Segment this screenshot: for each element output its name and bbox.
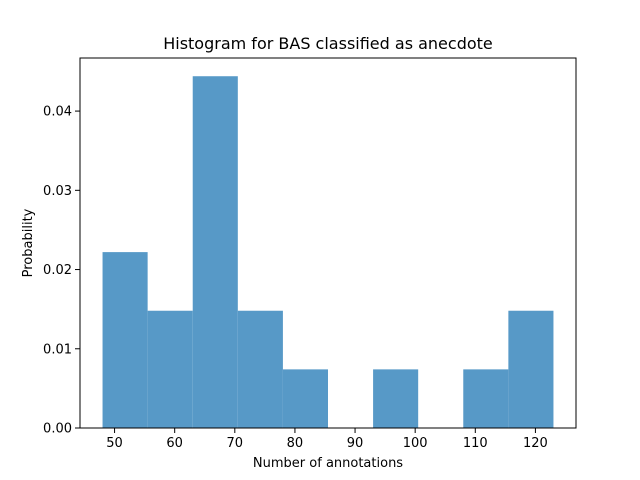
y-tick-label: 0.01 — [43, 342, 72, 357]
y-tick-label: 0.00 — [43, 422, 72, 437]
histogram-bar-3 — [237, 310, 283, 428]
x-tick-label: 90 — [347, 436, 364, 451]
y-tick-label: 0.03 — [43, 184, 72, 199]
x-tick-label: 70 — [227, 436, 244, 451]
bars-group — [102, 76, 554, 429]
y-axis-ticks: 0.00 0.01 0.02 0.03 0.04 — [43, 105, 80, 437]
histogram-bar-2 — [192, 76, 238, 429]
y-tick-label: 0.02 — [43, 263, 72, 278]
x-tick-label: 120 — [523, 436, 548, 451]
histogram-bar-9 — [508, 310, 554, 428]
x-tick-label: 50 — [106, 436, 123, 451]
chart-title: Histogram for BAS classified as anecdote — [163, 34, 493, 53]
histogram-bar-8 — [463, 369, 509, 428]
histogram-bar-4 — [282, 369, 328, 428]
x-tick-label: 80 — [287, 436, 304, 451]
x-tick-label: 110 — [463, 436, 488, 451]
x-tick-label: 100 — [403, 436, 428, 451]
y-tick-label: 0.04 — [43, 105, 72, 120]
histogram-bar-6 — [373, 369, 419, 428]
histogram-bar-0 — [102, 252, 148, 428]
y-axis-label: Probability — [21, 208, 36, 277]
x-axis-ticks: 50 60 70 80 90 100 110 120 — [106, 428, 548, 451]
plot-frame — [79, 57, 577, 429]
histogram-bar-1 — [147, 310, 193, 428]
x-tick-label: 60 — [166, 436, 183, 451]
x-axis-label: Number of annotations — [253, 456, 403, 471]
